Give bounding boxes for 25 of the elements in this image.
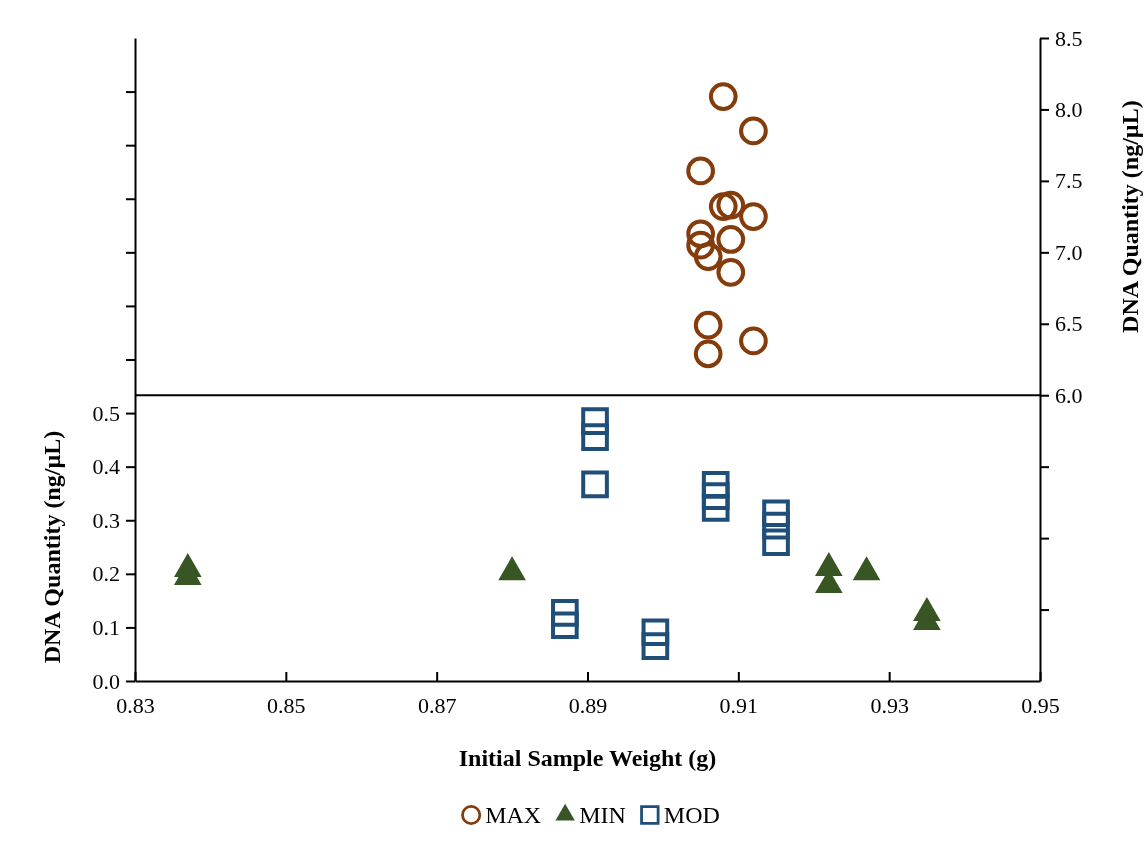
y2-tick-label: 8.0	[1055, 96, 1083, 122]
y-tick-label: 0.3	[92, 507, 120, 533]
y2-axis-title: DNA Quantity (ng/µL)	[1117, 100, 1143, 333]
x-tick-label: 0.85	[267, 692, 306, 718]
x-axis-title: Initial Sample Weight (g)	[458, 745, 717, 771]
y2-tick-label: 8.5	[1055, 25, 1083, 51]
y-tick-label: 0.1	[92, 614, 120, 640]
y-tick-label: 0.0	[92, 668, 120, 694]
y-tick-label: 0.5	[92, 400, 120, 426]
y-axis-title: DNA Quantity (ng/µL)	[39, 430, 65, 664]
legend-label: MIN	[579, 802, 626, 828]
x-tick-label: 0.89	[568, 692, 608, 718]
y2-tick-label: 6.5	[1055, 311, 1083, 337]
y2-tick-label: 7.0	[1055, 239, 1083, 265]
x-tick-label: 0.91	[719, 692, 759, 718]
legend-label: MAX	[485, 802, 542, 828]
y-tick-label: 0.2	[92, 561, 120, 587]
x-tick-label: 0.87	[417, 692, 457, 718]
x-tick-label: 0.93	[870, 692, 909, 718]
y-tick-label: 0.4	[92, 454, 120, 480]
y2-tick-label: 6.0	[1055, 382, 1083, 408]
legend-label: MOD	[663, 802, 720, 828]
y2-tick-label: 7.5	[1055, 168, 1083, 194]
x-tick-label: 0.83	[116, 692, 155, 718]
x-tick-label: 0.95	[1021, 692, 1060, 718]
